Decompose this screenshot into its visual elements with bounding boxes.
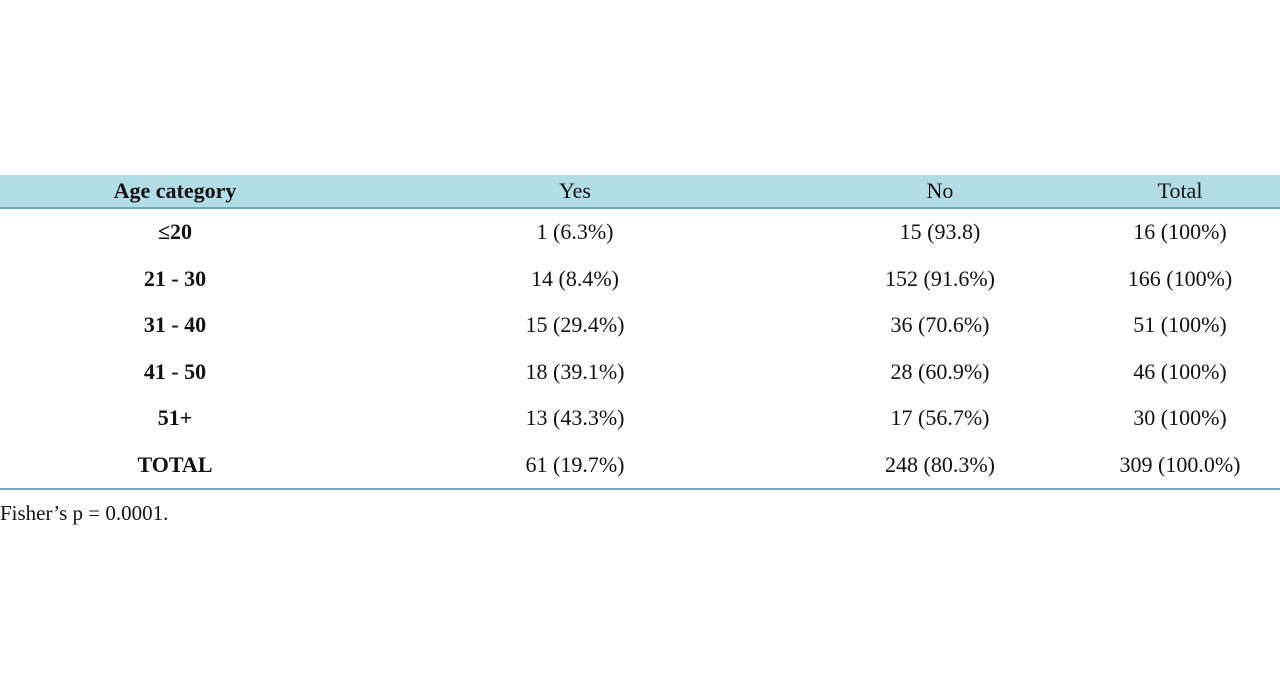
- table-row-total: TOTAL 61 (19.7%) 248 (80.3%) 309 (100.0%…: [0, 441, 1280, 490]
- cell-yes: 13 (43.3%): [525, 405, 625, 431]
- cell-no: 28 (60.9%): [890, 358, 990, 384]
- table-row: 21 - 30 14 (8.4%) 152 (91.6%) 166 (100%): [0, 256, 1280, 303]
- cell-total: 16 (100%): [1133, 219, 1227, 245]
- header-age-category: Age category: [0, 175, 350, 209]
- cell-yes: 15 (29.4%): [525, 312, 625, 338]
- cell-total: 46 (100%): [1133, 358, 1227, 384]
- table-body: ≤20 1 (6.3%) 15 (93.8) 16 (100%) 21 - 30…: [0, 208, 1280, 490]
- header-row: Age category Yes No Total: [0, 175, 1280, 209]
- header-total: Total: [1080, 175, 1280, 209]
- row-label: 31 - 40: [143, 312, 207, 338]
- age-category-table: Age category Yes No Total ≤20 1 (6.3%) 1…: [0, 175, 1280, 490]
- table-header: Age category Yes No Total: [0, 175, 1280, 209]
- table-row: 51+ 13 (43.3%) 17 (56.7%) 30 (100%): [0, 395, 1280, 442]
- cell-no: 152 (91.6%): [885, 265, 995, 291]
- row-label: 41 - 50: [143, 358, 207, 384]
- table-row: ≤20 1 (6.3%) 15 (93.8) 16 (100%): [0, 208, 1280, 256]
- cell-yes: 1 (6.3%): [536, 219, 614, 245]
- row-label: 51+: [157, 405, 193, 431]
- row-label: TOTAL: [0, 441, 350, 490]
- table-row: 41 - 50 18 (39.1%) 28 (60.9%) 46 (100%): [0, 349, 1280, 396]
- cell-no: 15 (93.8): [899, 219, 981, 245]
- table-footnote: Fisher’s p = 0.0001.: [0, 501, 169, 525]
- cell-yes: 61 (19.7%): [350, 441, 800, 490]
- cell-no: 36 (70.6%): [890, 312, 990, 338]
- cell-no: 17 (56.7%): [890, 405, 990, 431]
- cell-yes: 14 (8.4%): [531, 265, 619, 291]
- cell-no: 248 (80.3%): [800, 441, 1080, 490]
- table-row: 31 - 40 15 (29.4%) 36 (70.6%) 51 (100%): [0, 302, 1280, 349]
- row-label: ≤20: [157, 219, 193, 245]
- header-yes: Yes: [350, 175, 800, 209]
- cell-yes: 18 (39.1%): [525, 358, 625, 384]
- age-category-table-container: Age category Yes No Total ≤20 1 (6.3%) 1…: [0, 175, 1280, 490]
- header-no: No: [800, 175, 1080, 209]
- cell-total: 30 (100%): [1133, 405, 1227, 431]
- cell-total: 51 (100%): [1133, 312, 1227, 338]
- row-label: 21 - 30: [143, 265, 207, 291]
- cell-total: 309 (100.0%): [1080, 441, 1280, 490]
- cell-total: 166 (100%): [1127, 265, 1233, 291]
